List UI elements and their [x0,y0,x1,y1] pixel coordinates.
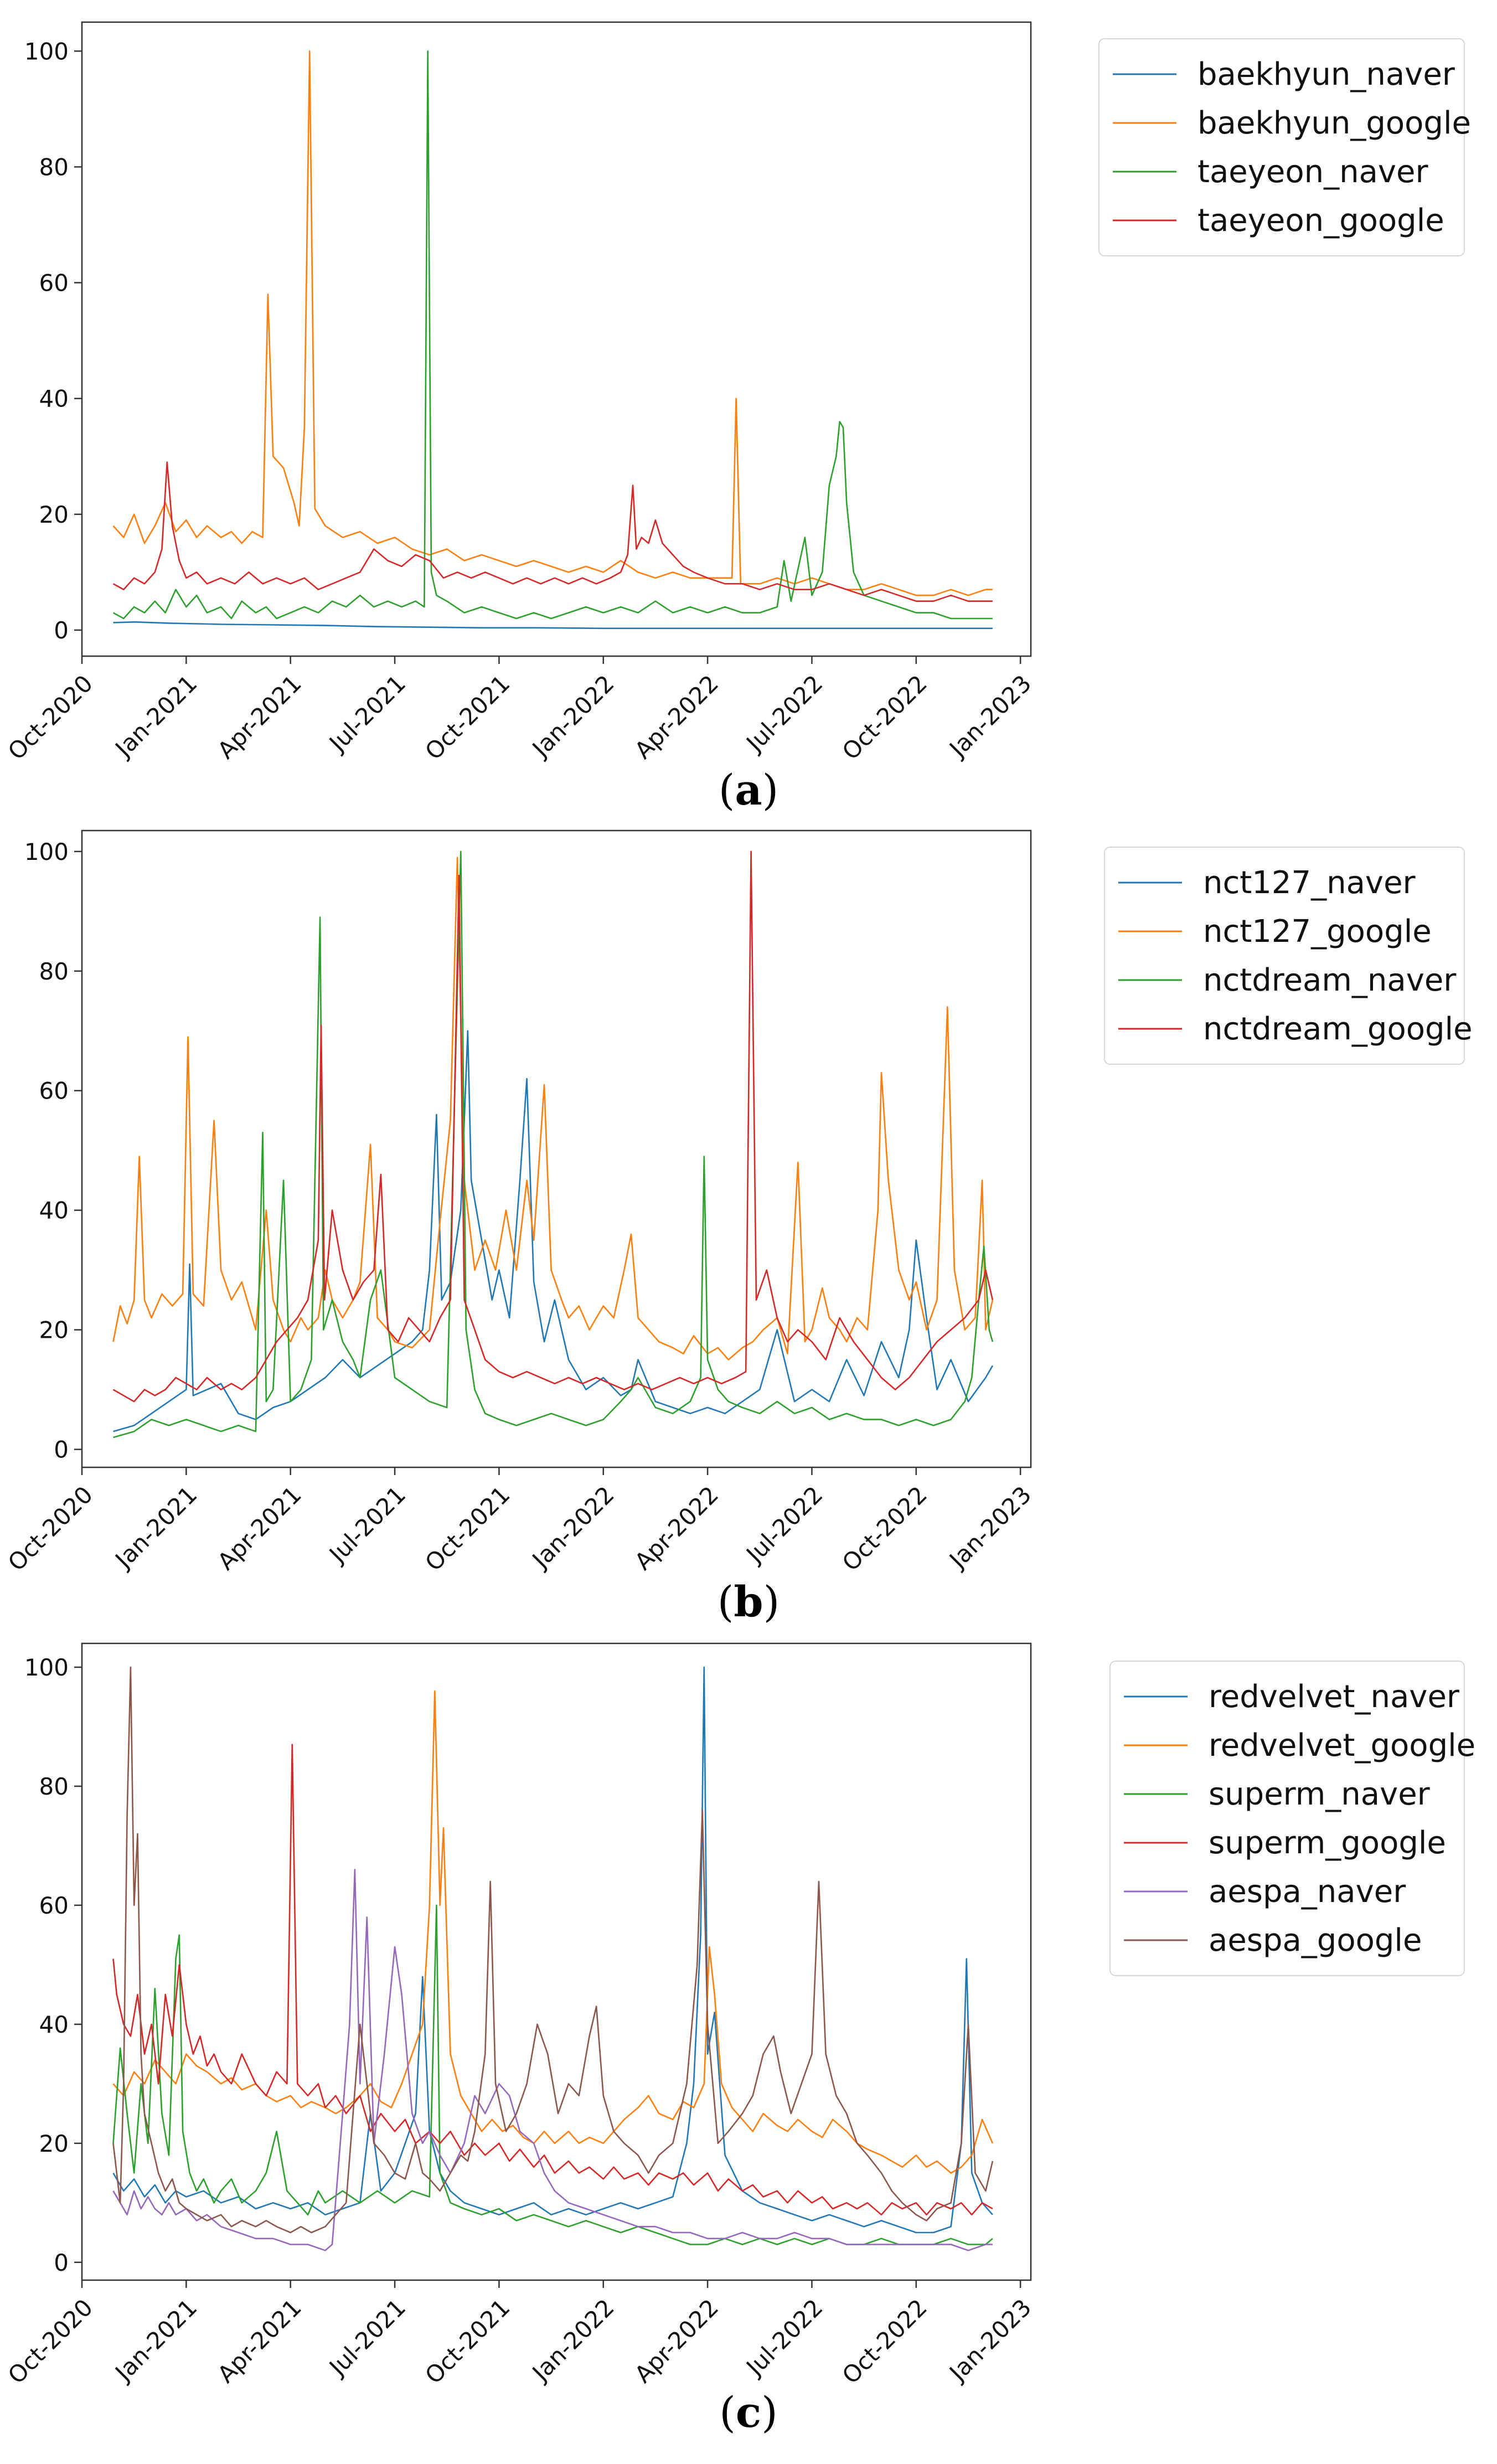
x-tick-label: Jul-2021 [323,669,411,757]
x-tick-label: Jan-2023 [943,1481,1036,1574]
y-tick-label: 40 [39,1197,69,1224]
x-tick-label: Oct-2021 [420,1481,515,1576]
x-tick-label: Oct-2020 [3,2293,98,2389]
legend-label-taeyeon_google: taeyeon_google [1197,203,1444,239]
series-line-nctdream_naver [113,850,994,1439]
plot-frame [81,829,1032,1468]
legend-label-superm_google: superm_google [1209,1825,1446,1861]
plot-frame [81,21,1032,657]
y-tick-label: 80 [39,1773,69,1800]
x-tick-label: Apr-2021 [212,669,306,764]
x-tick-label: Jul-2022 [740,2293,828,2381]
x-tick-label: Oct-2022 [837,1481,932,1576]
x-tick-label: Jan-2023 [943,669,1036,763]
x-tick-label: Jan-2021 [109,1481,203,1574]
legend-label-redvelvet_google: redvelvet_google [1209,1728,1475,1764]
series-line-nctdream_google [112,850,994,1403]
series-line-superm_google [112,1744,993,2216]
x-tick-label: Oct-2022 [837,669,932,765]
legend-label-nctdream_naver: nctdream_naver [1203,962,1457,998]
x-tick-label: Jul-2021 [323,1481,411,1569]
legend-label-superm_naver: superm_naver [1209,1776,1431,1812]
x-tick-label: Apr-2021 [212,2293,306,2388]
series-line-taeyeon_google [112,461,993,602]
legend-label-baekhyun_google: baekhyun_google [1197,105,1471,141]
x-tick-label: Apr-2022 [629,669,724,764]
y-tick-label: 80 [39,958,69,985]
x-tick-label: Jan-2022 [526,1481,620,1574]
x-tick-label: Oct-2022 [837,2293,932,2389]
plot-frame [81,1642,1032,2281]
legend-box [1098,38,1465,256]
x-tick-label: Apr-2022 [629,1481,724,1575]
legend-label-nct127_google: nct127_google [1203,914,1432,950]
y-tick-label: 40 [39,2011,69,2038]
x-tick-label: Jan-2023 [943,2293,1036,2387]
y-tick-label: 100 [24,838,69,865]
panel-label-a: (a) [718,765,779,815]
x-tick-label: Jan-2022 [526,669,620,763]
x-tick-label: Jul-2022 [740,669,828,757]
x-tick-label: Jul-2021 [323,2293,411,2381]
legend-c: redvelvet_naver redvelvet_google superm_na… [1109,1661,1475,1976]
x-tick-label: Oct-2020 [3,669,98,765]
panel-label-c: (c) [719,2388,778,2437]
y-tick-label: 20 [39,2130,69,2157]
legend-label-taeyeon_naver: taeyeon_naver [1197,154,1428,190]
y-tick-label: 0 [54,2249,69,2276]
legend-label-nctdream_google: nctdream_google [1203,1011,1473,1047]
legend-label-nct127_naver: nct127_naver [1203,865,1416,901]
y-tick-label: 100 [24,38,69,65]
series-line-baekhyun_naver [113,621,993,630]
legend-label-aespa_naver: aespa_naver [1209,1874,1406,1910]
series-line-taeyeon_naver [112,50,993,620]
legend-label-redvelvet_naver: redvelvet_naver [1209,1679,1460,1715]
y-tick-label: 60 [39,1078,69,1105]
y-tick-label: 60 [39,270,69,297]
x-tick-label: Jan-2021 [109,669,203,763]
y-tick-label: 60 [39,1892,69,1919]
x-tick-label: Oct-2020 [3,1481,98,1576]
y-tick-label: 80 [39,153,69,181]
series-line-nct127_naver [113,1030,994,1432]
series-line-redvelvet_google [112,1690,994,2174]
series-line-superm_naver [112,1904,993,2245]
legend-label-aespa_google: aespa_google [1209,1922,1422,1958]
x-tick-label: Apr-2021 [212,1481,306,1575]
y-tick-label: 40 [39,385,69,413]
legend-box [1104,847,1465,1065]
legend-a: baekhyun_naver baekhyun_google taeyeon_nav… [1098,38,1471,256]
x-tick-label: Jul-2022 [740,1481,828,1569]
x-tick-label: Jan-2021 [109,2293,203,2387]
y-tick-label: 20 [39,501,69,528]
series-line-baekhyun_google [112,50,993,596]
series-line-aespa_google [112,1666,994,2234]
x-tick-label: Jan-2022 [526,2293,620,2387]
panel-label-b: (b) [717,1577,780,1626]
series-line-nct127_google [112,857,994,1360]
series-line-redvelvet_naver [112,1666,993,2234]
y-tick-label: 0 [54,1436,69,1463]
x-tick-label: Apr-2022 [629,2293,724,2388]
legend-label-baekhyun_naver: baekhyun_naver [1197,56,1455,92]
y-tick-label: 0 [54,617,69,644]
legend-box [1109,1661,1465,1976]
x-tick-label: Oct-2021 [420,2293,515,2389]
y-tick-label: 20 [39,1317,69,1344]
legend-b: nct127_naver nct127_google nctdream_navern… [1104,847,1473,1065]
x-tick-label: Oct-2021 [420,669,515,765]
y-tick-label: 100 [24,1654,69,1681]
